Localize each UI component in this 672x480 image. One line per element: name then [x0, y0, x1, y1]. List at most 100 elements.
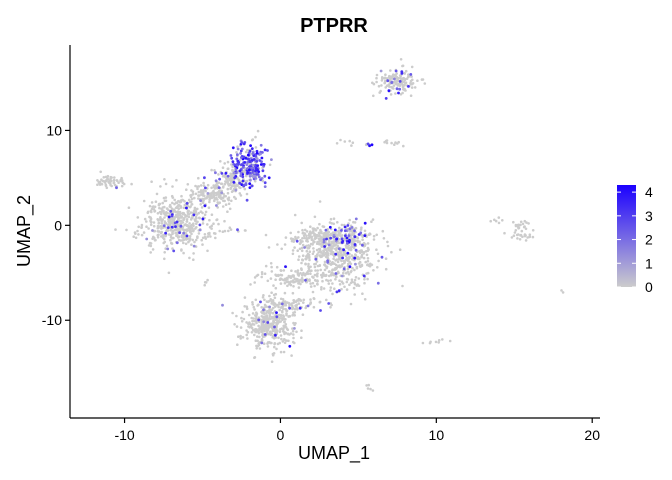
data-point	[351, 280, 354, 284]
data-point	[320, 231, 323, 235]
data-point	[248, 149, 252, 153]
data-point	[350, 254, 354, 257]
data-point	[261, 169, 265, 173]
data-point	[531, 235, 535, 239]
colorbar-tick-label: 4	[645, 184, 653, 200]
data-point	[160, 235, 163, 238]
data-point	[201, 243, 204, 246]
data-point	[180, 194, 183, 198]
data-point	[348, 265, 352, 269]
data-point	[353, 235, 357, 239]
y-tick-label: -10	[42, 312, 62, 328]
data-point	[203, 213, 207, 216]
data-point	[401, 91, 404, 95]
data-point	[340, 280, 344, 284]
data-point	[96, 183, 99, 186]
data-point	[363, 298, 367, 301]
data-point	[316, 279, 319, 283]
data-point	[255, 335, 259, 338]
data-point	[285, 309, 289, 313]
data-point	[519, 233, 523, 237]
data-point	[164, 182, 168, 186]
data-point	[158, 206, 161, 210]
data-point	[192, 244, 196, 248]
data-point	[301, 243, 305, 247]
data-point	[355, 266, 359, 270]
data-point	[178, 229, 182, 232]
data-point	[407, 73, 410, 76]
data-point	[322, 225, 326, 229]
x-axis-ticks: -10 0 10 20	[114, 418, 600, 443]
data-point	[324, 251, 328, 255]
data-point	[273, 296, 277, 300]
data-point	[173, 215, 177, 219]
data-point	[279, 350, 283, 354]
data-point	[257, 324, 260, 328]
data-point	[246, 160, 250, 164]
data-point	[308, 269, 312, 273]
data-point	[296, 278, 299, 281]
data-point	[239, 186, 242, 190]
data-point	[384, 139, 388, 143]
data-point	[329, 247, 333, 250]
data-point	[222, 185, 225, 188]
data-point	[347, 272, 351, 276]
data-point	[304, 262, 307, 266]
colorbar-tick-label: 2	[645, 232, 653, 248]
data-point	[285, 312, 288, 315]
data-point	[149, 223, 153, 227]
data-point	[354, 262, 357, 266]
data-point	[286, 284, 289, 288]
data-point	[250, 138, 254, 142]
data-point	[305, 244, 308, 248]
data-point	[255, 274, 259, 278]
data-point	[190, 189, 193, 192]
data-point	[208, 218, 211, 222]
data-point	[333, 262, 336, 266]
data-point	[343, 229, 347, 233]
data-point	[184, 223, 187, 226]
data-point	[294, 322, 297, 325]
data-point	[300, 246, 304, 250]
data-point	[290, 239, 294, 243]
data-point	[325, 278, 328, 282]
data-point	[236, 153, 239, 157]
data-point	[276, 243, 279, 246]
data-point	[512, 220, 515, 224]
data-point	[259, 300, 262, 304]
data-point	[225, 177, 228, 181]
data-point	[384, 97, 388, 100]
data-point	[150, 180, 153, 183]
data-point	[215, 181, 219, 185]
data-point	[371, 218, 375, 221]
data-point	[501, 219, 504, 222]
data-point	[344, 254, 348, 258]
data-point	[348, 283, 351, 287]
data-point	[226, 182, 230, 186]
data-point	[199, 184, 203, 187]
data-point	[518, 238, 522, 241]
data-point	[161, 209, 164, 212]
data-point	[122, 182, 126, 186]
data-point	[302, 298, 306, 302]
data-point	[262, 294, 265, 297]
data-point	[212, 222, 215, 225]
data-point	[338, 283, 342, 286]
data-point	[163, 178, 166, 181]
data-point	[245, 333, 248, 337]
data-point	[320, 286, 323, 289]
data-point	[230, 156, 234, 160]
data-point	[206, 249, 209, 253]
data-point	[266, 345, 270, 348]
data-point	[199, 199, 203, 203]
data-point	[169, 223, 172, 227]
data-point	[184, 215, 187, 218]
data-point	[213, 169, 216, 172]
data-point	[317, 234, 320, 238]
data-point	[286, 328, 290, 332]
data-point	[227, 229, 230, 233]
data-point	[254, 146, 258, 149]
data-point	[221, 205, 225, 208]
data-point	[366, 387, 370, 390]
data-point	[250, 147, 254, 151]
